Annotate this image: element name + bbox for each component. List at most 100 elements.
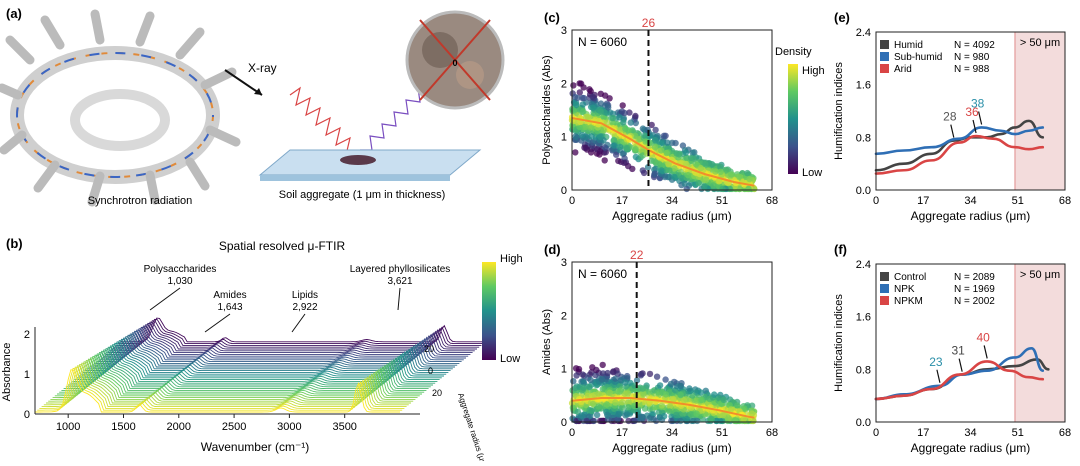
scatter-point bbox=[623, 411, 631, 418]
scatter-point bbox=[621, 109, 628, 117]
panel-d: (d) 22 N = 6060 0 17 34 51 68 0 1 2 3 Aggregate radi… bbox=[540, 232, 830, 461]
x-tick-label: 3500 bbox=[332, 421, 356, 433]
x-axis-label: Aggregate radius (μm) bbox=[911, 441, 1031, 455]
reflected-beam bbox=[360, 87, 431, 151]
panel-b-title: Spatial resolved μ-FTIR bbox=[219, 239, 346, 253]
legend-count: N = 1969 bbox=[954, 284, 995, 295]
x-tick-label: 0 bbox=[569, 427, 575, 439]
y-tick-label: 0.0 bbox=[856, 185, 871, 197]
colorbar-high-label: High bbox=[500, 253, 523, 265]
incident-beam bbox=[289, 86, 357, 157]
annotation-value: 2,922 bbox=[292, 302, 317, 313]
scatter-point bbox=[587, 124, 594, 131]
scatter-point bbox=[584, 392, 591, 399]
scatter-point bbox=[663, 149, 670, 157]
panel-e: (e) > 50 μm 28 38 36 Humid N = 4092 Sub-humid N … bbox=[830, 0, 1080, 230]
scatter-point bbox=[627, 119, 634, 126]
scatter-point bbox=[638, 370, 645, 378]
scatter-point bbox=[586, 383, 593, 390]
scatter-point bbox=[603, 119, 611, 126]
panel-b-label: (b) bbox=[6, 236, 23, 251]
scatter-point bbox=[576, 80, 583, 87]
scatter-point bbox=[610, 369, 617, 376]
ftir-spectrum-line bbox=[54, 357, 420, 397]
annotation-value: 3,621 bbox=[387, 276, 412, 287]
scatter-point bbox=[632, 132, 639, 139]
scatter-point bbox=[604, 411, 611, 418]
scatter-point bbox=[694, 417, 701, 425]
x-tick-label: 51 bbox=[716, 195, 728, 207]
annotation-value: 1,643 bbox=[217, 302, 242, 313]
sample-slide bbox=[258, 149, 482, 181]
scatter-point bbox=[609, 114, 617, 122]
soil-aggregate-image: 0 bbox=[405, 10, 505, 110]
annotation-name: Lipids bbox=[292, 290, 318, 301]
x-tick-label: 34 bbox=[666, 427, 678, 439]
panel-label: (e) bbox=[834, 10, 850, 25]
x-tick-label: 68 bbox=[766, 427, 778, 439]
y-tick-labels: 0 1 2 bbox=[24, 329, 30, 421]
scatter-point bbox=[670, 396, 677, 403]
x-tick-label: 68 bbox=[1059, 427, 1071, 439]
scatter-point bbox=[641, 132, 648, 139]
peak-label: 38 bbox=[971, 96, 985, 110]
scatter-point bbox=[583, 417, 590, 425]
y-tick-label: 0 bbox=[24, 409, 30, 421]
scatter-point bbox=[616, 143, 624, 151]
scatter-point bbox=[632, 145, 639, 153]
scatter-point bbox=[680, 397, 688, 404]
peak-label: 40 bbox=[976, 330, 990, 344]
y-axis-label: Polysaccharides (Abs) bbox=[541, 55, 553, 164]
scatter-point bbox=[593, 366, 600, 374]
colorbar-low-label: Low bbox=[802, 167, 822, 179]
scatter-point bbox=[740, 415, 748, 422]
scatter-points bbox=[568, 80, 758, 193]
scatter-point bbox=[598, 376, 606, 383]
y-axis-label: Humification indices bbox=[833, 62, 845, 160]
annotation-name: Amides bbox=[213, 290, 246, 301]
scatter-point bbox=[572, 365, 580, 372]
scatter-point bbox=[619, 150, 627, 157]
x-tick-label: 1000 bbox=[56, 421, 80, 433]
legend-swatch bbox=[880, 284, 889, 293]
scatter-point bbox=[612, 375, 619, 382]
scatter-point bbox=[692, 161, 700, 168]
scatter-point bbox=[622, 125, 629, 132]
scatter-point bbox=[579, 101, 587, 108]
y-tick-label: 2 bbox=[24, 329, 30, 341]
scatter-point bbox=[606, 389, 613, 396]
scatter-point bbox=[580, 108, 587, 115]
x-tick-labels: 1000 1500 2000 2500 3000 3500 bbox=[56, 414, 357, 433]
ftir-spectrum-line bbox=[52, 358, 418, 399]
scatter-point bbox=[671, 165, 678, 172]
y-axis-label: Absorbance bbox=[1, 343, 13, 402]
y-tick-label: 1.6 bbox=[856, 312, 871, 324]
scatter-point bbox=[613, 151, 620, 158]
scatter-point bbox=[671, 173, 678, 181]
x-tick-label: 0 bbox=[569, 195, 575, 207]
scatter-point bbox=[582, 123, 589, 131]
scatter-point bbox=[693, 410, 700, 417]
panel-label: (d) bbox=[544, 242, 561, 257]
scatter-point bbox=[601, 157, 608, 164]
colorbar-high-label: High bbox=[802, 65, 825, 77]
x-tick-label: 34 bbox=[964, 195, 976, 207]
shaded-region bbox=[1014, 264, 1065, 422]
series-line bbox=[874, 360, 1045, 401]
ftir-spectrum-line bbox=[39, 366, 405, 409]
legend-count: N = 2002 bbox=[954, 296, 995, 307]
scatter-point bbox=[667, 380, 675, 388]
x-axis-label: Aggregate radius (μm) bbox=[612, 441, 732, 455]
xray-arrow bbox=[224, 69, 263, 96]
depth-tick-label: 20 bbox=[432, 388, 442, 398]
ftir-spectrum-line bbox=[112, 322, 477, 350]
scatter-point bbox=[589, 400, 597, 408]
colorbar bbox=[482, 262, 496, 360]
ftir-spectrum-line bbox=[120, 317, 486, 343]
scatter-point bbox=[656, 382, 664, 389]
scatter-point bbox=[655, 409, 662, 416]
colorbar-title: Density bbox=[775, 46, 812, 58]
scatter-point bbox=[728, 171, 735, 178]
depth-tick-label: 20 bbox=[424, 344, 434, 354]
